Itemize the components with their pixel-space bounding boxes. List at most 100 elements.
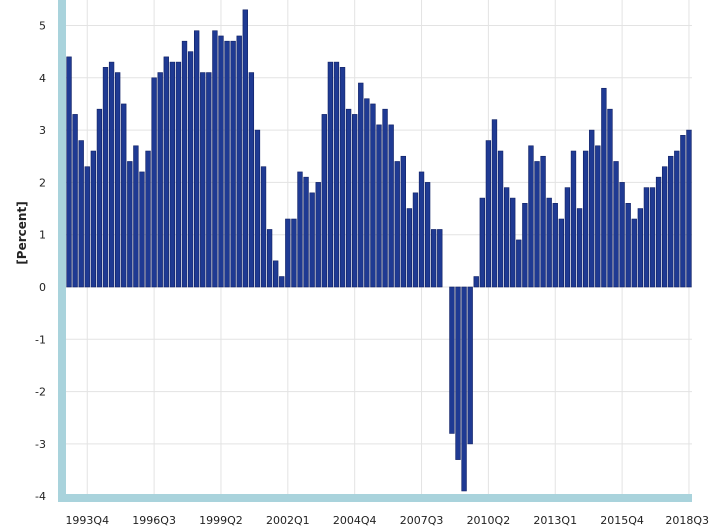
bar — [637, 208, 644, 288]
bar — [388, 124, 394, 288]
bar — [121, 103, 127, 288]
x-tick-label: 2013Q1 — [533, 514, 577, 527]
x-tick-label: 1993Q4 — [65, 514, 109, 527]
bar — [218, 35, 224, 288]
x-axis-bar — [58, 494, 692, 502]
y-tick-label: 4 — [39, 72, 46, 85]
bar — [589, 129, 595, 288]
x-tick-label: 2015Q4 — [600, 514, 644, 527]
bar — [145, 150, 151, 288]
bar — [114, 72, 121, 288]
bar — [649, 187, 656, 288]
bar — [254, 129, 261, 288]
bar — [455, 286, 461, 460]
x-tick-label: 2002Q1 — [266, 514, 310, 527]
bar — [327, 61, 334, 288]
bar — [187, 51, 194, 288]
bar — [230, 40, 236, 288]
bar — [273, 260, 279, 288]
bar — [528, 145, 534, 288]
x-tick-label: 2018Q3 — [665, 514, 709, 527]
bar — [151, 77, 157, 288]
bar — [461, 286, 467, 492]
bar — [668, 155, 674, 288]
bar — [279, 276, 285, 288]
bar — [540, 155, 546, 288]
bar — [163, 56, 169, 288]
y-tick-label: 2 — [39, 176, 46, 189]
bar — [473, 276, 479, 288]
bar — [680, 135, 686, 288]
y-axis-bar — [58, 0, 66, 501]
bar — [449, 286, 455, 434]
bar — [613, 161, 619, 288]
bar — [467, 286, 473, 445]
bar — [394, 161, 400, 288]
bar — [418, 171, 425, 288]
bar — [382, 108, 388, 288]
bar — [193, 30, 200, 288]
bar — [661, 166, 668, 288]
bar — [686, 129, 692, 288]
bar — [619, 182, 625, 288]
bar — [66, 56, 72, 288]
y-tick-label: -2 — [35, 386, 46, 399]
y-tick-label: -1 — [35, 333, 46, 346]
y-tick-label: 0 — [39, 281, 46, 294]
bar — [570, 150, 577, 288]
bar — [242, 9, 248, 288]
bar — [297, 171, 303, 288]
y-tick-label: 1 — [39, 229, 46, 242]
bar — [625, 203, 631, 288]
bar — [333, 61, 340, 288]
bar — [339, 67, 346, 288]
bar — [607, 108, 613, 288]
y-tick-labels: 5 4 3 2 1 0 -1 -2 -3 -4 — [35, 20, 46, 504]
x-tick-label: 1999Q2 — [199, 514, 243, 527]
bar — [352, 114, 358, 288]
bar — [345, 108, 352, 288]
bar — [431, 229, 437, 288]
bar — [491, 119, 498, 288]
bar — [546, 197, 552, 288]
bar — [364, 98, 370, 288]
bar — [516, 239, 522, 288]
bar — [212, 30, 218, 288]
bar — [84, 166, 90, 288]
bar — [400, 155, 406, 288]
y-tick-label: -4 — [35, 490, 46, 503]
bar — [175, 61, 182, 288]
bar — [291, 218, 297, 288]
y-tick-label: 5 — [39, 20, 46, 33]
x-tick-label: 2010Q2 — [467, 514, 511, 527]
bar — [406, 208, 413, 288]
bar — [236, 35, 242, 288]
bar — [303, 176, 309, 288]
bar — [558, 218, 565, 288]
bar — [674, 150, 680, 288]
bar — [169, 61, 176, 288]
bar — [358, 82, 364, 288]
bar — [108, 61, 115, 288]
bar — [370, 103, 376, 288]
y-axis-title: [Percent] — [15, 201, 29, 264]
bar — [576, 208, 583, 288]
bar — [224, 40, 230, 288]
bar — [90, 150, 97, 288]
bar — [315, 182, 321, 288]
bar — [133, 145, 139, 288]
bar — [437, 229, 443, 288]
bar — [206, 72, 212, 288]
bar — [595, 145, 601, 288]
bar — [601, 87, 607, 288]
bar — [376, 124, 382, 288]
bar — [631, 218, 637, 288]
bar — [503, 187, 510, 288]
bar — [309, 192, 315, 288]
bar — [200, 72, 206, 288]
bar — [321, 114, 327, 288]
bar — [266, 229, 273, 288]
bar — [285, 218, 291, 288]
bar — [96, 108, 103, 288]
